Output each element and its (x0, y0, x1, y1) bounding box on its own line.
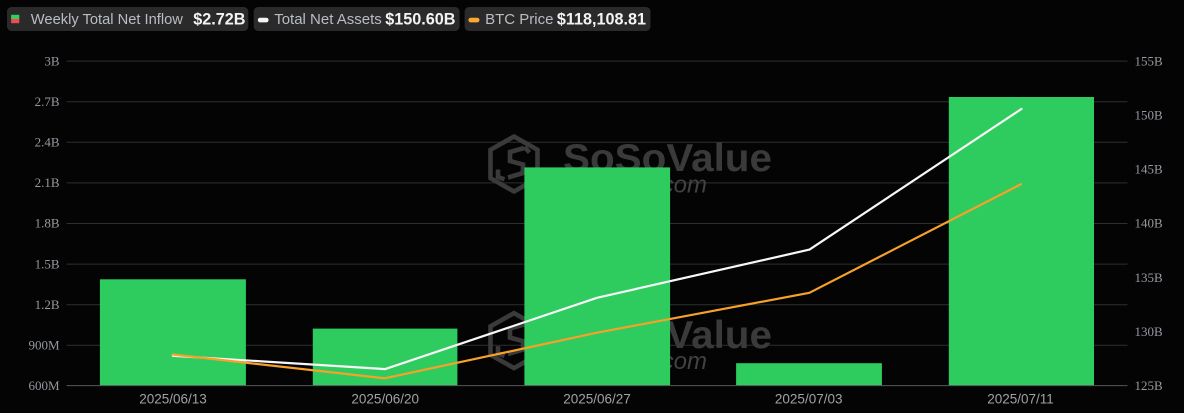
svg-text:Total Net Assets: Total Net Assets (274, 11, 382, 28)
svg-text:2025/07/11: 2025/07/11 (987, 392, 1054, 407)
svg-text:1.8B: 1.8B (35, 216, 60, 231)
svg-text:$2.72B: $2.72B (193, 11, 245, 29)
svg-text:2025/06/20: 2025/06/20 (351, 392, 419, 407)
svg-text:2.1B: 2.1B (35, 175, 60, 190)
svg-text:145B: 145B (1135, 162, 1164, 177)
svg-text:BTC Price: BTC Price (485, 11, 553, 28)
svg-text:2025/06/27: 2025/06/27 (563, 392, 631, 407)
svg-text:$118,108.81: $118,108.81 (557, 11, 646, 29)
svg-text:600M: 600M (28, 378, 60, 393)
svg-text:2025/07/03: 2025/07/03 (775, 392, 843, 407)
svg-text:2.4B: 2.4B (35, 135, 60, 150)
svg-text:2.7B: 2.7B (35, 94, 60, 109)
svg-text:3B: 3B (44, 53, 60, 68)
svg-text:125B: 125B (1135, 378, 1164, 393)
svg-text:2025/06/13: 2025/06/13 (139, 392, 207, 407)
svg-text:900M: 900M (28, 338, 60, 353)
svg-text:135B: 135B (1135, 270, 1164, 285)
svg-text:1.2B: 1.2B (35, 297, 60, 312)
svg-text:Weekly Total Net Inflow: Weekly Total Net Inflow (31, 12, 184, 28)
svg-text:1.5B: 1.5B (35, 256, 60, 271)
svg-text:140B: 140B (1135, 216, 1164, 231)
svg-text:130B: 130B (1135, 324, 1164, 339)
svg-text:150B: 150B (1135, 107, 1164, 122)
svg-text:$150.60B: $150.60B (385, 11, 455, 29)
svg-text:155B: 155B (1135, 53, 1164, 68)
